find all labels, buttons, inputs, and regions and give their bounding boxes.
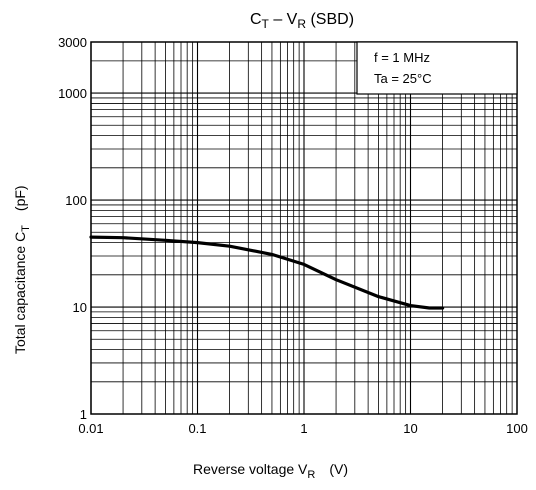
- condition-frequency: f = 1 MHz: [374, 50, 430, 65]
- grid: [90, 41, 517, 415]
- x-tick-label: 1: [300, 421, 307, 436]
- y-tick-label: 1: [80, 407, 87, 422]
- y-tick-label: 1000: [58, 86, 87, 101]
- condition-legend: f = 1 MHz Ta = 25°C: [356, 41, 518, 95]
- condition-temperature: Ta = 25°C: [374, 71, 432, 86]
- x-tick-label: 0.1: [188, 421, 206, 436]
- condition-legend-box: [356, 41, 518, 95]
- y-tick-label: 10: [73, 300, 87, 315]
- y-axis-label: Total capacitance CT(pF): [12, 185, 32, 354]
- series-layer: [89, 235, 445, 310]
- x-tick-label: 0.01: [78, 421, 103, 436]
- chart-title: CT – VR (SBD): [250, 11, 354, 31]
- x-tick-labels: 0.01 0.1 1 10 100: [78, 421, 528, 436]
- plot-frame: [90, 41, 518, 415]
- capacitance-curve: [89, 235, 445, 310]
- y-tick-labels: 1 10 100 1000 3000: [58, 35, 87, 422]
- x-tick-label: 100: [506, 421, 528, 436]
- y-tick-label: 3000: [58, 35, 87, 50]
- x-tick-label: 10: [403, 421, 417, 436]
- x-axis-label: Reverse voltage VR (V): [193, 461, 348, 481]
- y-tick-label: 100: [65, 193, 87, 208]
